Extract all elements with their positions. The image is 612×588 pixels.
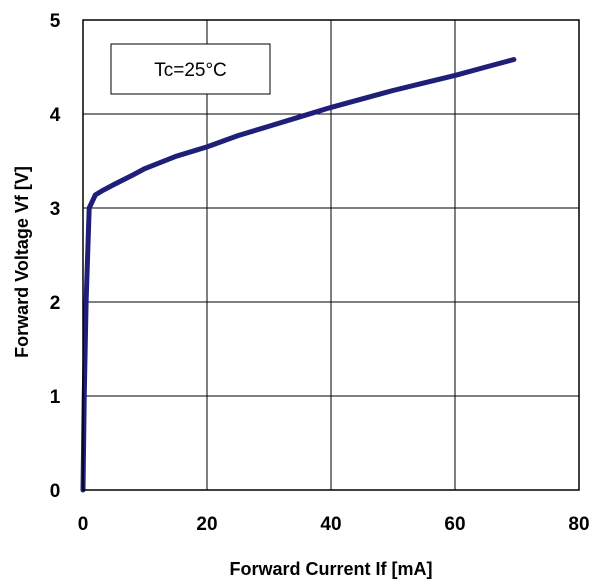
plot-border	[82, 19, 580, 491]
y-axis-label: Forward Voltage Vf [V]	[12, 166, 32, 358]
annotation-text: Tc=25°C	[154, 60, 227, 81]
x-tick-label: 0	[78, 514, 89, 535]
y-tick-label: 4	[50, 105, 61, 126]
x-tick-label: 20	[196, 514, 217, 535]
series-line	[80, 56, 517, 493]
y-tick-labels: 0 1 2 3 4 5	[50, 11, 61, 502]
annotation-box: Tc=25°C	[110, 43, 271, 95]
grid-lines	[83, 20, 579, 490]
x-tick-label: 80	[568, 514, 589, 535]
y-tick-label: 2	[50, 293, 61, 314]
x-tick-label: 60	[444, 514, 465, 535]
y-tick-label: 3	[50, 199, 61, 220]
x-axis-label: Forward Current If [mA]	[229, 559, 432, 579]
x-tick-labels: 0 20 40 60 80	[78, 514, 590, 535]
y-tick-label: 1	[50, 387, 61, 408]
x-tick-label: 40	[320, 514, 341, 535]
y-tick-label: 5	[50, 11, 61, 32]
series-layer	[80, 56, 517, 493]
y-tick-label: 0	[50, 481, 61, 502]
